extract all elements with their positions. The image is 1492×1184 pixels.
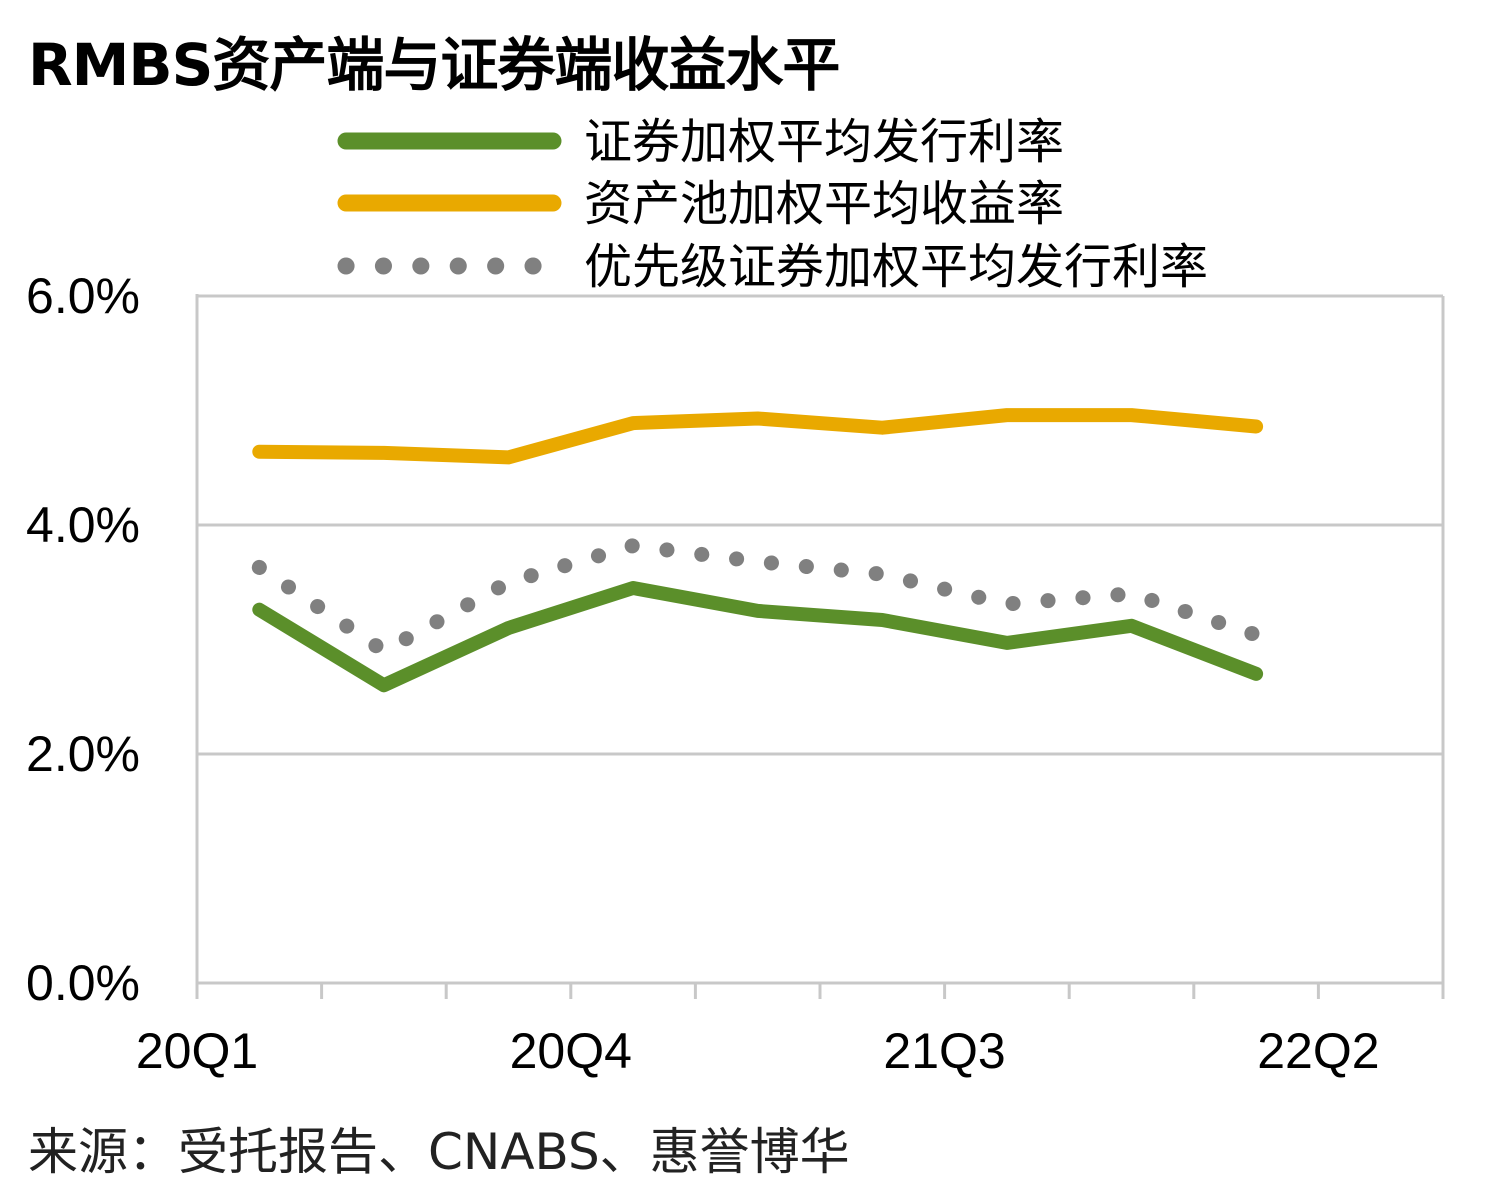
legend-label-0: 证券加权平均发行利率 <box>584 114 1064 170</box>
y-tick-label: 0.0% <box>26 955 140 1011</box>
gridlines <box>197 294 1443 756</box>
series-group <box>251 408 1264 693</box>
y-tick-label: 6.0% <box>26 268 140 324</box>
source-note: 来源：受托报告、CNABS、惠誉博华 <box>28 1123 850 1181</box>
series-line-1 <box>252 408 1264 465</box>
series-line-2 <box>251 538 1264 659</box>
legend-label-2: 优先级证券加权平均发行利率 <box>584 239 1208 295</box>
x-tick-label: 20Q4 <box>510 1023 632 1079</box>
x-tick-label: 20Q1 <box>136 1023 258 1079</box>
y-tick-label: 4.0% <box>26 497 140 553</box>
series-2-point-2 <box>508 581 510 583</box>
series-2-point-1 <box>383 650 385 652</box>
tick-labels: 0.0% 2.0% 4.0% 6.0% 20Q1 20Q4 21Q3 22Q2 <box>26 268 1380 1079</box>
x-tick-label: 22Q2 <box>1257 1023 1379 1079</box>
x-tick-label: 21Q3 <box>883 1023 1005 1079</box>
legend-label-1: 资产池加权平均收益率 <box>584 176 1064 232</box>
series-2-point-4 <box>757 561 759 563</box>
series-line-0 <box>252 581 1264 693</box>
series-2-point-7 <box>1131 593 1133 595</box>
chart-title: RMBS资产端与证券端收益水平 <box>28 31 840 99</box>
y-tick-label: 2.0% <box>26 726 140 782</box>
axes <box>195 294 1445 999</box>
